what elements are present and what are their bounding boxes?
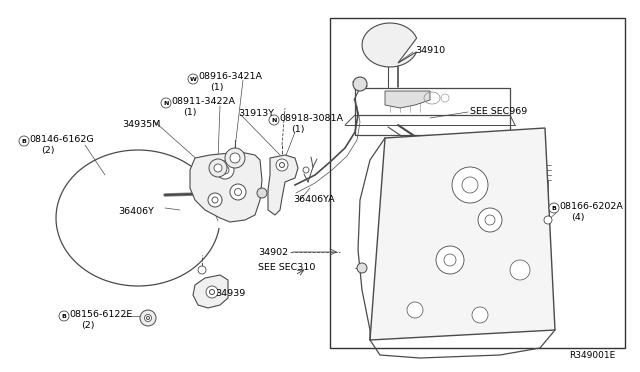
Circle shape: [510, 260, 530, 280]
Text: W: W: [189, 77, 196, 81]
Circle shape: [230, 184, 246, 200]
Polygon shape: [370, 128, 555, 340]
Circle shape: [280, 163, 285, 167]
Text: N: N: [163, 100, 169, 106]
Circle shape: [276, 159, 288, 171]
Text: 36406YA: 36406YA: [293, 195, 335, 204]
Circle shape: [230, 153, 240, 163]
Circle shape: [59, 311, 69, 321]
Circle shape: [549, 203, 559, 213]
Circle shape: [353, 77, 367, 91]
Text: (1): (1): [291, 125, 305, 134]
Circle shape: [269, 115, 279, 125]
Circle shape: [225, 148, 245, 168]
Text: 08918-3081A: 08918-3081A: [279, 114, 343, 123]
Text: B: B: [22, 138, 26, 144]
Circle shape: [198, 266, 206, 274]
Circle shape: [478, 208, 502, 232]
Text: 34910: 34910: [415, 46, 445, 55]
Text: 08916-3421A: 08916-3421A: [198, 72, 262, 81]
Text: SEE SEC969: SEE SEC969: [470, 107, 527, 116]
Circle shape: [357, 263, 367, 273]
Bar: [330, 18, 625, 348]
Circle shape: [212, 197, 218, 203]
Text: (2): (2): [41, 146, 54, 155]
Circle shape: [485, 215, 495, 225]
Circle shape: [234, 189, 241, 196]
Text: N: N: [271, 118, 276, 122]
Circle shape: [407, 302, 423, 318]
Text: 08146-6162G: 08146-6162G: [29, 135, 93, 144]
Circle shape: [209, 289, 214, 295]
Circle shape: [145, 314, 152, 321]
Polygon shape: [268, 155, 298, 215]
Polygon shape: [190, 152, 262, 222]
Circle shape: [452, 167, 488, 203]
Text: B: B: [61, 314, 67, 318]
Circle shape: [436, 246, 464, 274]
Text: 34902: 34902: [258, 248, 288, 257]
Circle shape: [188, 74, 198, 84]
Circle shape: [544, 216, 552, 224]
Text: 36406Y: 36406Y: [118, 207, 154, 216]
Text: 08911-3422A: 08911-3422A: [171, 97, 235, 106]
Circle shape: [221, 166, 229, 174]
Text: SEE SEC310: SEE SEC310: [258, 263, 316, 272]
Text: B: B: [552, 205, 556, 211]
Text: (2): (2): [81, 321, 95, 330]
Circle shape: [147, 317, 150, 320]
Circle shape: [472, 307, 488, 323]
Text: (1): (1): [210, 83, 223, 92]
Circle shape: [209, 159, 227, 177]
Circle shape: [140, 310, 156, 326]
Text: 08166-6202A: 08166-6202A: [559, 202, 623, 211]
Circle shape: [208, 193, 222, 207]
Circle shape: [444, 254, 456, 266]
Text: 31913Y: 31913Y: [238, 109, 274, 118]
Text: R349001E: R349001E: [569, 351, 615, 360]
Text: (4): (4): [571, 213, 584, 222]
Polygon shape: [193, 275, 228, 308]
Text: 08156-6122E: 08156-6122E: [69, 310, 132, 319]
Text: 34935M: 34935M: [122, 120, 161, 129]
Circle shape: [462, 177, 478, 193]
Circle shape: [161, 98, 171, 108]
Circle shape: [303, 167, 309, 173]
Circle shape: [214, 164, 222, 172]
Circle shape: [19, 136, 29, 146]
Polygon shape: [362, 23, 417, 67]
Polygon shape: [385, 91, 430, 108]
Circle shape: [206, 286, 218, 298]
Text: (1): (1): [183, 108, 196, 117]
Circle shape: [216, 161, 234, 179]
Circle shape: [257, 188, 267, 198]
Text: 34939: 34939: [215, 289, 245, 298]
